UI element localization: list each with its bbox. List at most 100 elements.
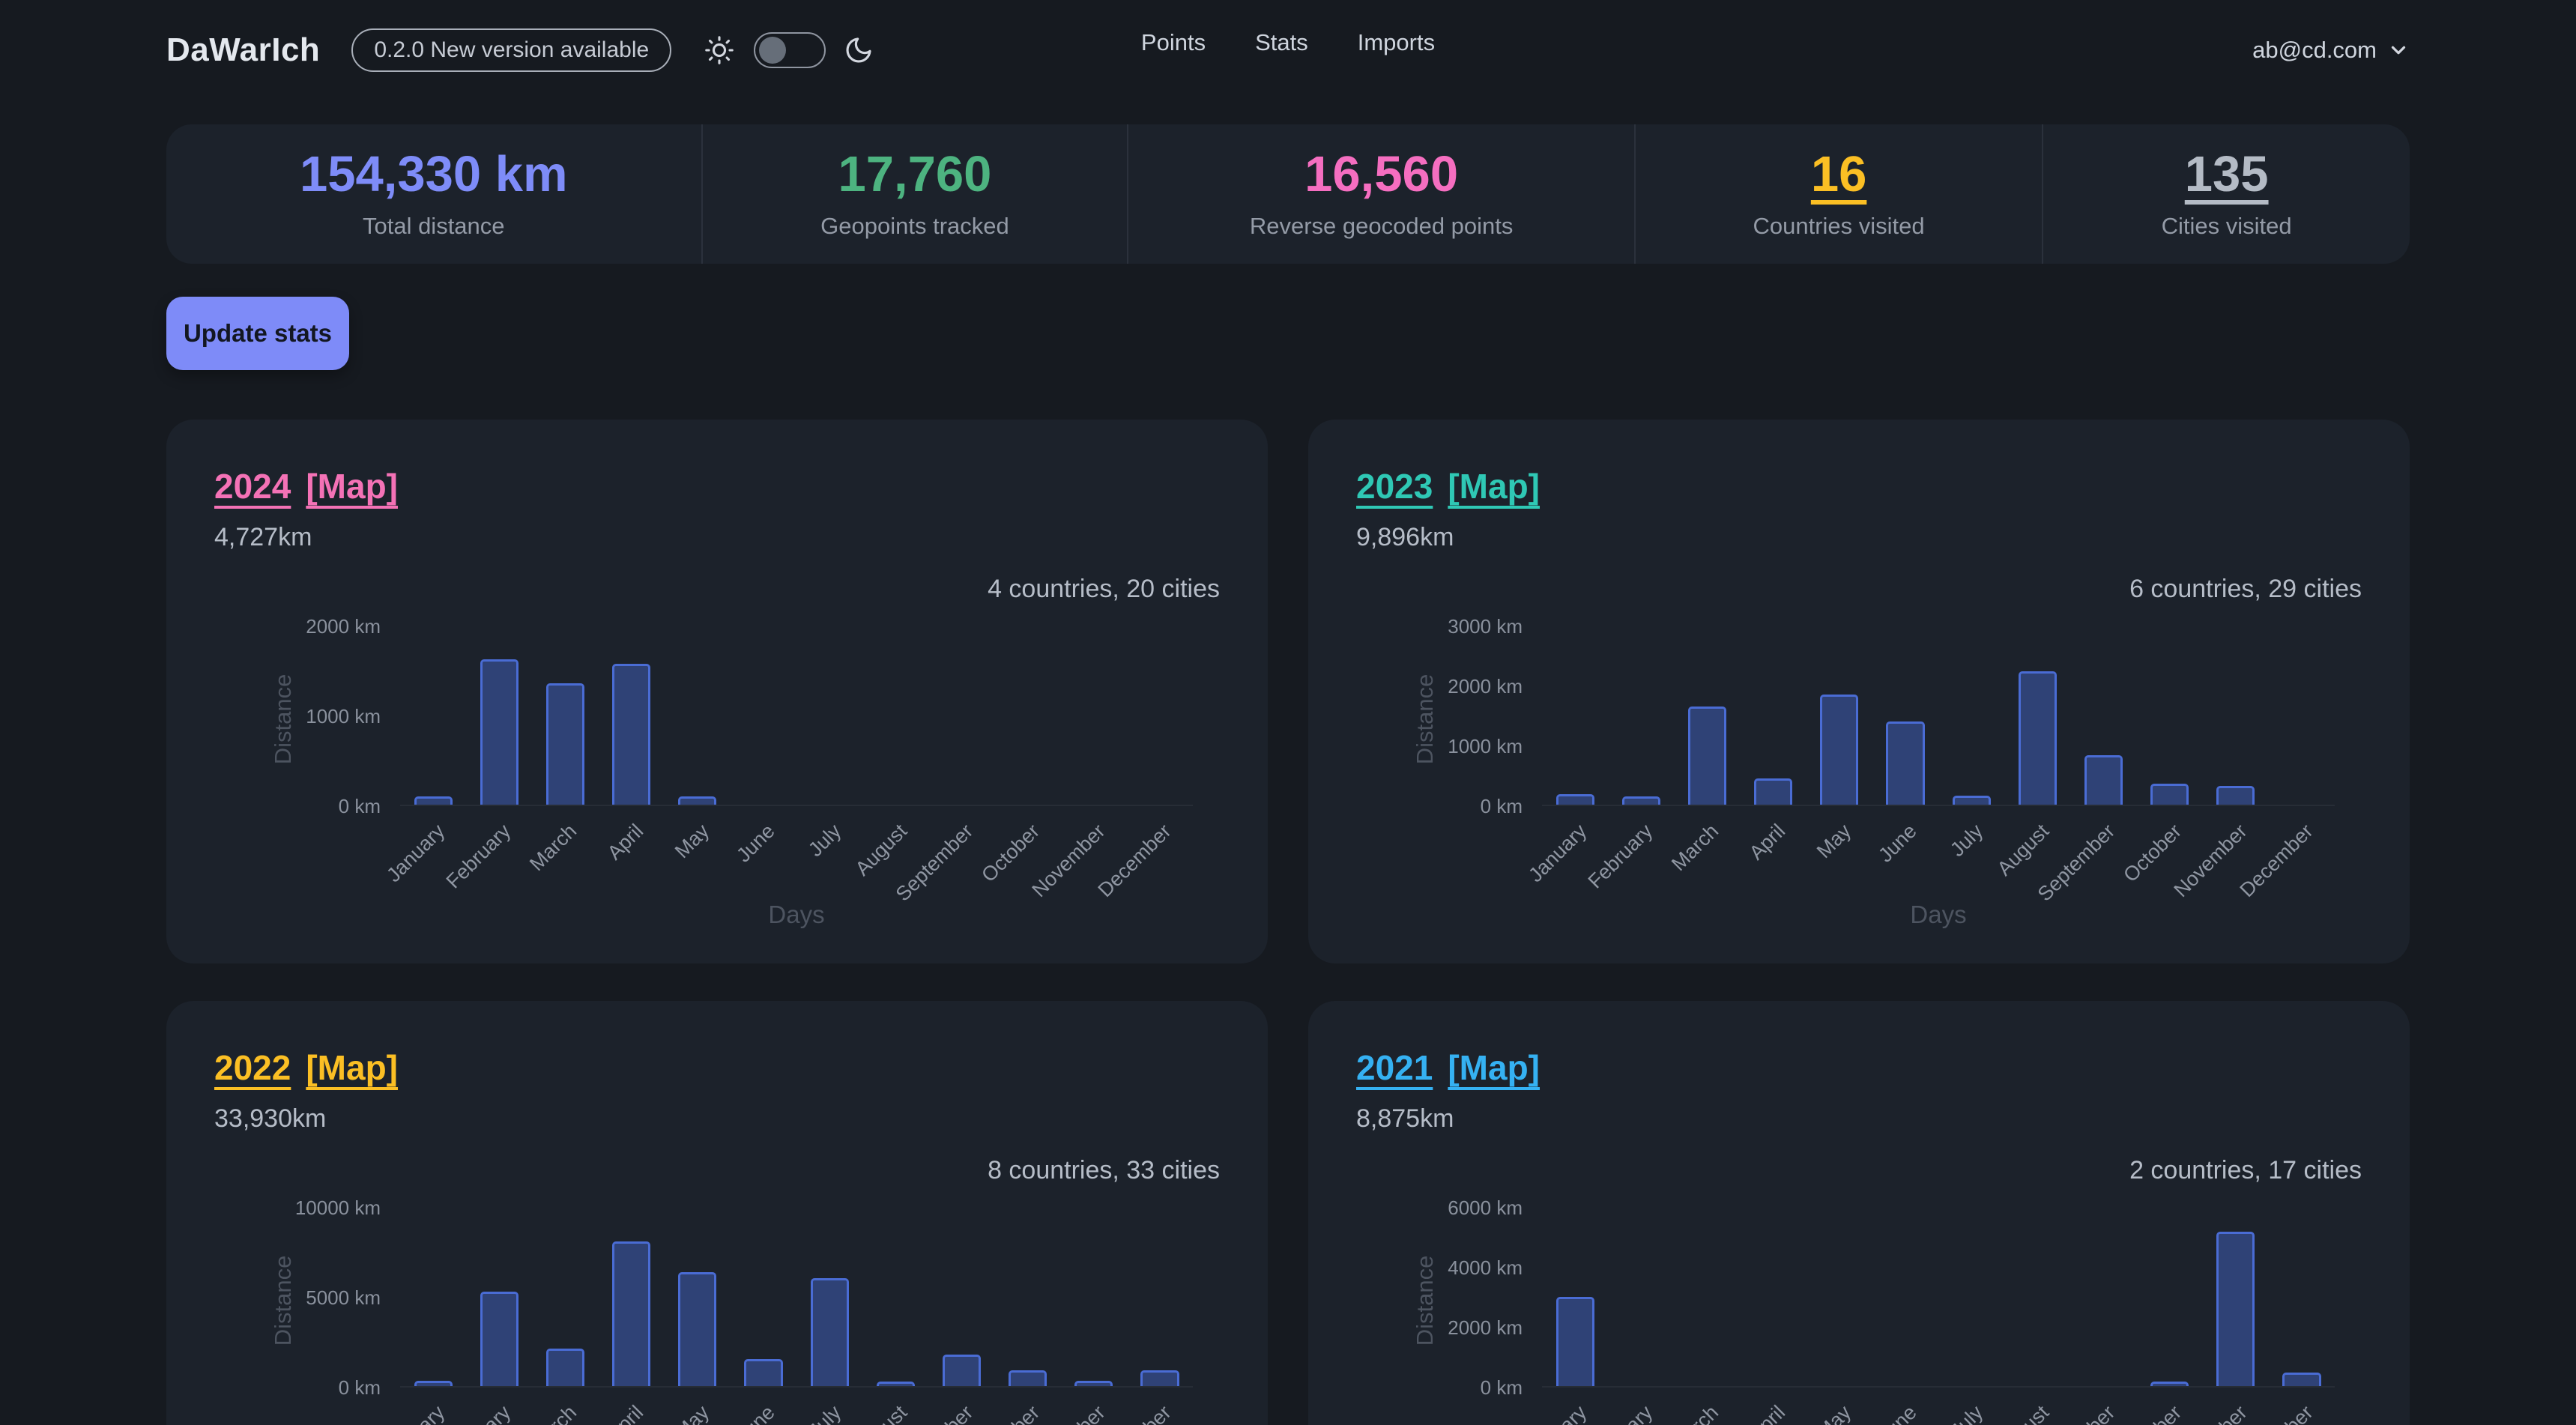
bar bbox=[678, 1271, 717, 1386]
bar bbox=[678, 796, 717, 805]
stat-label: Countries visited bbox=[1753, 212, 1925, 239]
bar-slot bbox=[1806, 1208, 1872, 1386]
x-tick-label: March bbox=[525, 820, 581, 876]
main-nav: Points Stats Imports bbox=[1141, 29, 1435, 56]
bar-slot bbox=[1608, 1208, 1674, 1386]
year-card-2021: 2021 [Map] 8,875km 2 countries, 17 citie… bbox=[1308, 1001, 2410, 1425]
stat-countries-visited: 16 Countries visited bbox=[1633, 124, 2042, 264]
x-tick-label: June bbox=[732, 1401, 780, 1425]
bar bbox=[414, 796, 453, 805]
stat-value: 16,560 bbox=[1304, 145, 1459, 202]
account-menu[interactable]: ab@cd.com bbox=[2252, 37, 2410, 64]
y-tick-label: 1000 km bbox=[1448, 735, 1523, 757]
x-tick-label: January bbox=[382, 1401, 450, 1425]
bar-slot bbox=[1938, 1208, 2004, 1386]
countries-visited-link[interactable]: 16 bbox=[1810, 145, 1867, 202]
year-link[interactable]: 2024 bbox=[214, 467, 291, 506]
bar-slot bbox=[1674, 1208, 1740, 1386]
x-tick-label: October bbox=[2119, 1401, 2186, 1425]
theme-toggle[interactable] bbox=[754, 32, 826, 68]
bar-slot bbox=[2070, 626, 2136, 805]
bar bbox=[480, 659, 518, 805]
bar-slot bbox=[1872, 1208, 1938, 1386]
x-tick-label: July bbox=[1946, 820, 1988, 862]
y-tick-label: 2000 km bbox=[1448, 1316, 1523, 1339]
bar-slot bbox=[862, 1208, 928, 1386]
bar bbox=[1009, 1370, 1047, 1386]
map-link[interactable]: [Map] bbox=[1448, 467, 1540, 506]
x-tick-label: July bbox=[804, 820, 846, 862]
nav-stats[interactable]: Stats bbox=[1255, 29, 1308, 56]
bar-slot bbox=[665, 1208, 731, 1386]
bar bbox=[612, 663, 651, 805]
y-tick-label: 0 km bbox=[1480, 795, 1523, 817]
bar-slot bbox=[466, 1208, 532, 1386]
stat-value: 154,330 km bbox=[299, 145, 568, 202]
update-stats-button[interactable]: Update stats bbox=[166, 297, 349, 370]
bar bbox=[612, 1241, 651, 1386]
year-distance: 4,727km bbox=[214, 523, 312, 551]
x-tick-label: April bbox=[1744, 820, 1789, 865]
bar-slot bbox=[995, 626, 1061, 805]
y-tick-label: 1000 km bbox=[306, 705, 381, 727]
nav-imports[interactable]: Imports bbox=[1357, 29, 1436, 56]
x-tick-label: October bbox=[977, 1401, 1044, 1425]
map-link[interactable]: [Map] bbox=[1448, 1048, 1540, 1087]
nav-points[interactable]: Points bbox=[1140, 29, 1206, 56]
y-tick-label: 6000 km bbox=[1448, 1196, 1523, 1219]
x-tick-label: August bbox=[850, 820, 912, 880]
bar-slot bbox=[2137, 1208, 2203, 1386]
year-cards-grid: 2024 [Map] 4,727km 4 countries, 20 citie… bbox=[166, 420, 2410, 1425]
bar-slot bbox=[665, 626, 731, 805]
chevron-down-icon bbox=[2387, 39, 2410, 61]
y-tick-label: 2000 km bbox=[306, 615, 381, 638]
bar-slot bbox=[928, 626, 994, 805]
stat-value: 17,760 bbox=[838, 145, 992, 202]
bar-slot bbox=[2269, 626, 2335, 805]
bar-slot bbox=[2004, 1208, 2070, 1386]
x-tick-label: June bbox=[732, 820, 780, 867]
year-card-title: 2024 [Map] bbox=[214, 466, 1220, 506]
bar-slot bbox=[1542, 626, 1608, 805]
bar-slot bbox=[1741, 626, 1806, 805]
map-link[interactable]: [Map] bbox=[306, 467, 398, 506]
x-tick-label: May bbox=[1812, 820, 1855, 863]
year-link[interactable]: 2022 bbox=[214, 1048, 291, 1087]
bar-slot bbox=[928, 1208, 994, 1386]
x-tick-label: October bbox=[2118, 820, 2186, 887]
bar-slot bbox=[995, 1208, 1061, 1386]
year-summary: 8 countries, 33 cities bbox=[988, 1156, 1220, 1185]
x-tick-label: June bbox=[1874, 820, 1922, 867]
bar-slot bbox=[400, 1208, 466, 1386]
cities-visited-link[interactable]: 135 bbox=[2184, 145, 2269, 202]
x-tick-label: February bbox=[442, 1401, 515, 1425]
year-link[interactable]: 2021 bbox=[1356, 1048, 1433, 1087]
year-card-2023: 2023 [Map] 9,896km 6 countries, 29 citie… bbox=[1308, 420, 2410, 963]
x-tick-label: August bbox=[1993, 1401, 2054, 1425]
x-tick-label: April bbox=[1744, 1401, 1789, 1425]
bar bbox=[2018, 671, 2057, 805]
year-card-title: 2023 [Map] bbox=[1356, 466, 2362, 506]
x-tick-label: March bbox=[1667, 1401, 1723, 1425]
bar bbox=[744, 1359, 783, 1386]
year-link[interactable]: 2023 bbox=[1356, 467, 1433, 506]
map-link[interactable]: [Map] bbox=[306, 1048, 398, 1087]
year-card-title: 2021 [Map] bbox=[1356, 1047, 2362, 1088]
x-tick-label: March bbox=[1667, 820, 1723, 876]
x-tick-label: March bbox=[525, 1401, 581, 1425]
bar-slot bbox=[1741, 1208, 1806, 1386]
stat-total-distance: 154,330 km Total distance bbox=[166, 124, 701, 264]
y-tick-label: 0 km bbox=[338, 795, 381, 817]
x-tick-label: January bbox=[1524, 1401, 1591, 1425]
app-logo[interactable]: DaWarIch bbox=[166, 31, 321, 68]
bar bbox=[2150, 784, 2189, 805]
distance-bar-chart: Distance JanuaryFebruaryMarchAprilMayJun… bbox=[1356, 1196, 2362, 1425]
stat-label: Reverse geocoded points bbox=[1249, 212, 1514, 239]
version-badge[interactable]: 0.2.0 New version available bbox=[351, 28, 672, 72]
bar bbox=[1621, 796, 1660, 805]
bar bbox=[876, 1382, 915, 1386]
bar-slot bbox=[862, 626, 928, 805]
year-distance: 8,875km bbox=[1356, 1104, 1454, 1133]
main-content: 154,330 km Total distance 17,760 Geopoin… bbox=[0, 124, 2576, 1425]
bar bbox=[1754, 778, 1793, 805]
